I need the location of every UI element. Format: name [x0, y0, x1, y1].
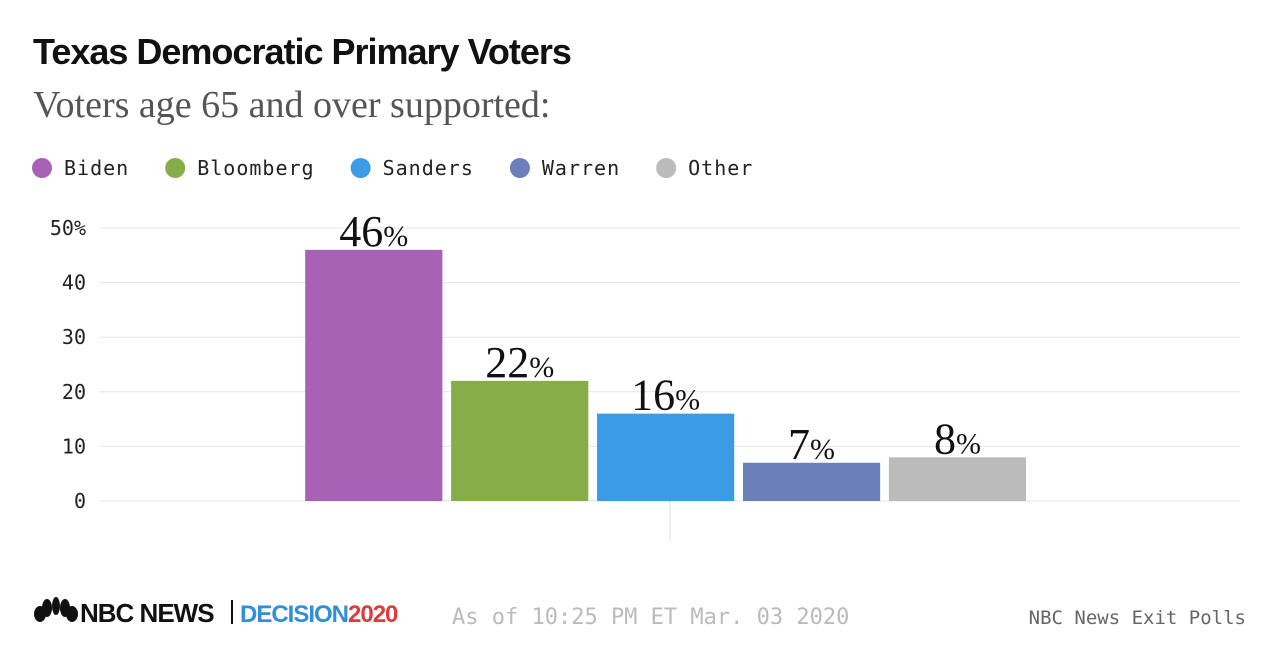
data-label: 46%: [339, 207, 408, 256]
y-tick-label: 20: [62, 380, 86, 404]
bar: [888, 457, 1027, 501]
legend-label: Sanders: [383, 156, 474, 180]
legend-label: Other: [688, 156, 753, 180]
y-tick-label: 30: [62, 325, 86, 349]
footer-badge: DECISION2020: [240, 601, 398, 628]
y-tick-label: 0: [74, 489, 86, 513]
footer-timestamp: As of 10:25 PM ET Mar. 03 2020: [452, 605, 849, 630]
footer-source: NBC News Exit Polls: [1029, 607, 1246, 629]
legend-swatch: [165, 158, 186, 178]
chart-title: Texas Democratic Primary Voters: [33, 31, 571, 72]
bar: [305, 249, 443, 501]
bar: [742, 462, 881, 501]
data-label: 8%: [934, 414, 981, 463]
y-tick-label: 50%: [50, 216, 86, 240]
legend-label: Warren: [542, 156, 620, 180]
data-label: 22%: [485, 338, 554, 387]
footer-logo: NBC NEWS: [80, 598, 214, 628]
legend-swatch: [350, 158, 371, 178]
legend-swatch: [509, 158, 530, 178]
bar: [597, 413, 735, 501]
data-label: 7%: [788, 420, 835, 469]
legend-label: Bloomberg: [197, 156, 314, 180]
legend-swatch: [656, 158, 677, 178]
y-tick-label: 40: [62, 271, 86, 295]
legend-label: Biden: [64, 156, 129, 180]
peacock-logo: [34, 597, 78, 622]
y-tick-label: 10: [62, 434, 86, 458]
bar: [451, 380, 589, 501]
legend-swatch: [32, 158, 52, 178]
footer: NBC NEWS DECISION2020 As of 10:25 PM ET …: [34, 597, 1246, 630]
chart-subtitle: Voters age 65 and over supported:: [33, 84, 550, 126]
data-label: 16%: [631, 371, 700, 420]
